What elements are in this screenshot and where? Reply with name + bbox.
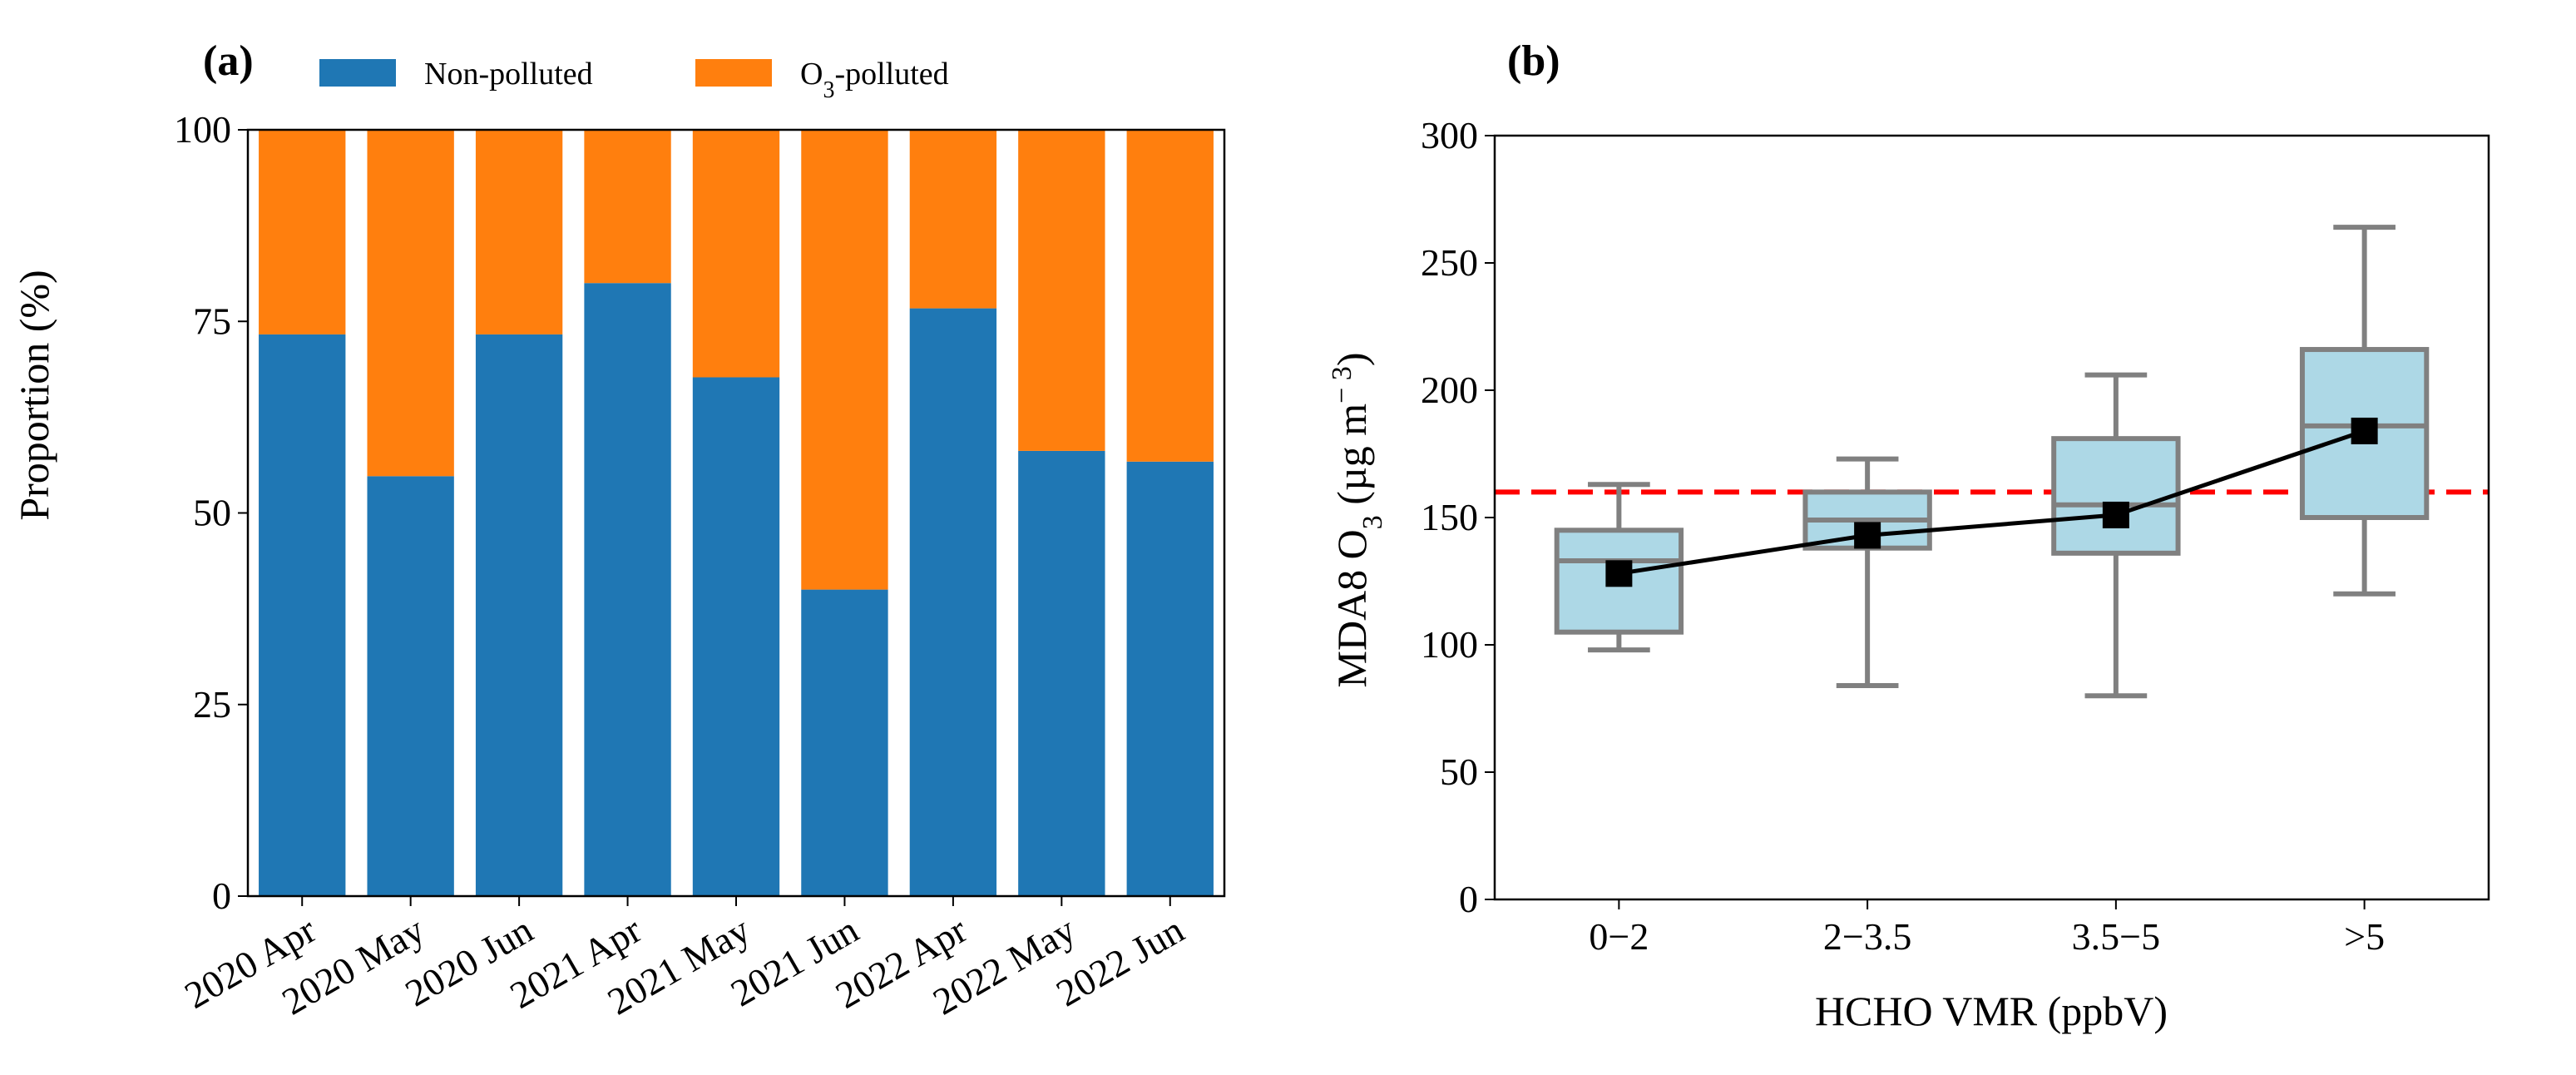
mean-marker-0 [1605, 560, 1633, 587]
y-tick-label-b-4: 200 [1421, 369, 1478, 411]
bar-o3-polluted-3 [584, 130, 671, 284]
panel-a: (a) Non-polluted O3-polluted 2020 Apr2020… [11, 37, 1226, 1023]
box-0 [1554, 528, 1684, 635]
legend-label-o3-polluted: O3-polluted [800, 57, 949, 103]
ylabel-b-sub: 3 [1357, 515, 1388, 529]
legend-swatch-o3-polluted [695, 59, 772, 87]
bar-o3-polluted-7 [1018, 130, 1105, 451]
mean-line-b [1605, 417, 2378, 587]
x-tick-label-b-2: 3.5−5 [2072, 915, 2160, 958]
y-tick-label-b-2: 100 [1421, 623, 1478, 666]
plot-frame-a [246, 128, 1226, 898]
mean-line [1618, 429, 2366, 576]
bar-o3-polluted-4 [692, 130, 780, 378]
bar-o3-polluted-6 [909, 130, 997, 309]
bar-o3-polluted-1 [367, 130, 454, 477]
bar-o3-polluted-2 [475, 130, 563, 334]
y-axis-label-a: Proportion (%) [11, 270, 57, 520]
bar-non-polluted-7 [1018, 450, 1105, 896]
y-tick-label-a-4: 100 [174, 108, 231, 151]
boxes-b [1554, 225, 2430, 699]
y-tick-label-b-1: 50 [1440, 751, 1478, 793]
mean-marker-1 [1854, 522, 1881, 549]
bar-o3-polluted-8 [1126, 130, 1214, 462]
ylabel-b-part-a: MDA8 O [1328, 529, 1375, 687]
y-tick-label-a-3: 75 [193, 300, 231, 342]
bar-non-polluted-3 [584, 283, 671, 896]
legend-label-non-polluted: Non-polluted [424, 57, 593, 92]
panel-a-label: (a) [203, 37, 254, 85]
axes-b: 0−2 2−3.5 3.5−5 >5 0 50 100 150 200 250 300 [1421, 114, 2490, 958]
bar-non-polluted-4 [692, 377, 780, 896]
bar-non-polluted-0 [259, 334, 346, 897]
ylabel-b-sup: − 3 [1327, 366, 1357, 404]
y-tick-label-a-1: 25 [193, 683, 231, 726]
y-tick-label-b-6: 300 [1421, 114, 1478, 156]
y-tick-label-a-2: 50 [193, 492, 231, 534]
bars-a [259, 130, 1214, 897]
y-axis-label-b: MDA8 O3 (µg m− 3) [1327, 353, 1388, 688]
plot-frame-b [1493, 134, 2490, 901]
bar-non-polluted-6 [909, 308, 997, 896]
ylabel-b-part-b: (µg m [1328, 404, 1375, 515]
mean-marker-2 [2102, 501, 2129, 528]
y-tick-label-b-3: 150 [1421, 496, 1478, 538]
panel-b: (b) 0−2 2−3.5 3.5−5 >5 0 50 100 150 200 250 300 HC… [1327, 37, 2490, 1034]
x-axis-label-b: HCHO VMR (ppbV) [1815, 988, 2168, 1034]
bar-non-polluted-8 [1126, 461, 1214, 896]
bar-non-polluted-5 [801, 589, 888, 896]
legend-swatch-non-polluted [319, 59, 396, 87]
box-2 [2051, 436, 2181, 556]
bar-o3-polluted-5 [801, 130, 888, 590]
y-tick-label-b-5: 250 [1421, 241, 1478, 284]
x-tick-label-b-0: 0−2 [1589, 915, 1649, 958]
x-tick-label-b-3: >5 [2344, 915, 2385, 958]
ylabel-b-part-c: ) [1328, 353, 1375, 367]
bar-non-polluted-2 [475, 334, 563, 897]
panel-b-label: (b) [1507, 37, 1560, 85]
mean-marker-3 [2351, 417, 2378, 444]
y-tick-label-b-0: 0 [1459, 878, 1478, 920]
bar-non-polluted-1 [367, 476, 454, 896]
x-tick-label-b-1: 2−3.5 [1823, 915, 1911, 958]
bar-o3-polluted-0 [259, 130, 346, 334]
legend-a: Non-polluted O3-polluted [319, 57, 949, 103]
y-tick-label-a-0: 0 [212, 874, 231, 917]
